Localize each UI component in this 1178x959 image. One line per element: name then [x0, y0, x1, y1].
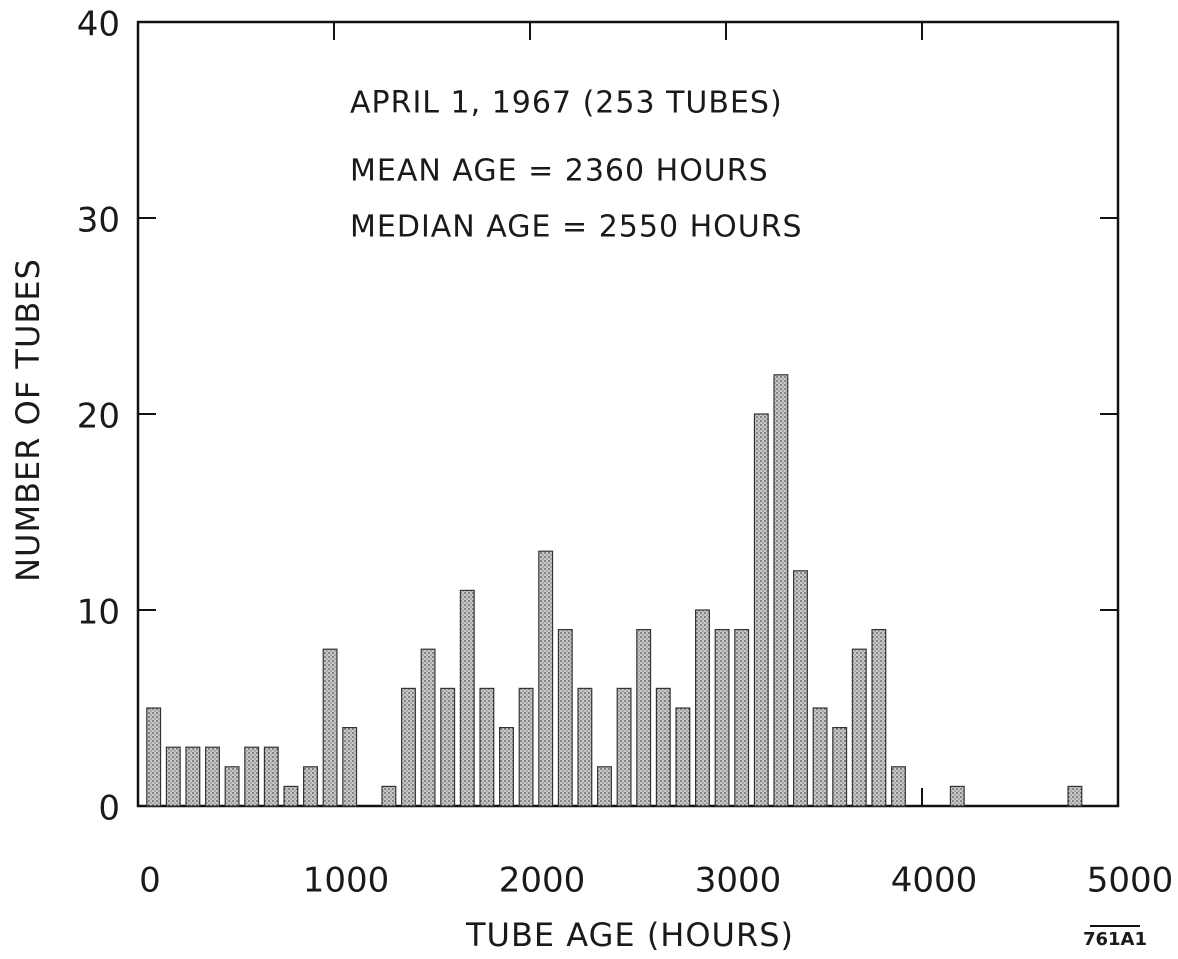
bar: [165, 746, 181, 807]
bar: [793, 570, 808, 807]
x-tick-label: 0: [139, 861, 161, 901]
bar: [538, 550, 554, 807]
bar: [695, 609, 710, 807]
bar: [812, 707, 828, 807]
bar: [636, 628, 652, 807]
y-tick-label: 0: [98, 789, 120, 829]
bar: [675, 707, 691, 807]
bar: [518, 687, 534, 807]
bar: [244, 746, 260, 807]
y-tick-label: 40: [77, 5, 120, 45]
bar: [714, 628, 730, 807]
bar: [401, 687, 416, 807]
bar: [224, 766, 240, 807]
bar: [557, 628, 573, 807]
bar: [479, 687, 495, 807]
bar: [832, 726, 848, 807]
bar: [205, 746, 220, 807]
x-tick-label: 1000: [303, 861, 390, 901]
bar: [440, 687, 456, 807]
figure-id: 761A1: [1083, 929, 1147, 950]
annotation: APRIL 1, 1967 (253 TUBES): [350, 86, 783, 121]
x-tick-label: 3000: [695, 861, 782, 901]
annotation: MEDIAN AGE = 2550 HOURS: [350, 210, 803, 245]
bar: [577, 687, 593, 807]
x-tick-label: 2000: [499, 861, 586, 901]
bar: [146, 707, 162, 807]
bar: [655, 687, 671, 807]
bar: [499, 726, 514, 807]
y-tick-label: 20: [77, 397, 120, 437]
bar: [891, 766, 906, 807]
bar: [420, 648, 436, 807]
bar: [773, 374, 789, 807]
x-axis-label: TUBE AGE (HOURS): [465, 916, 794, 954]
bar: [459, 589, 475, 807]
bar: [871, 628, 887, 807]
bar: [322, 648, 338, 807]
bar: [263, 746, 279, 807]
y-axis-label: NUMBER OF TUBES: [9, 258, 47, 582]
x-tick-label: 5000: [1087, 861, 1174, 901]
y-tick-label: 30: [77, 201, 120, 241]
bar: [949, 785, 965, 807]
bar: [283, 785, 299, 807]
bar: [597, 766, 612, 807]
bar: [303, 766, 318, 807]
bar: [734, 628, 750, 807]
x-tick-label: 4000: [891, 861, 978, 901]
bar: [753, 413, 769, 807]
bar: [185, 746, 201, 807]
bar: [851, 648, 867, 807]
annotation: MEAN AGE = 2360 HOURS: [350, 154, 769, 189]
y-tick-label: 10: [77, 593, 120, 633]
bar: [381, 785, 397, 807]
bar: [616, 687, 632, 807]
bar: [342, 726, 358, 807]
bar: [1067, 785, 1083, 807]
